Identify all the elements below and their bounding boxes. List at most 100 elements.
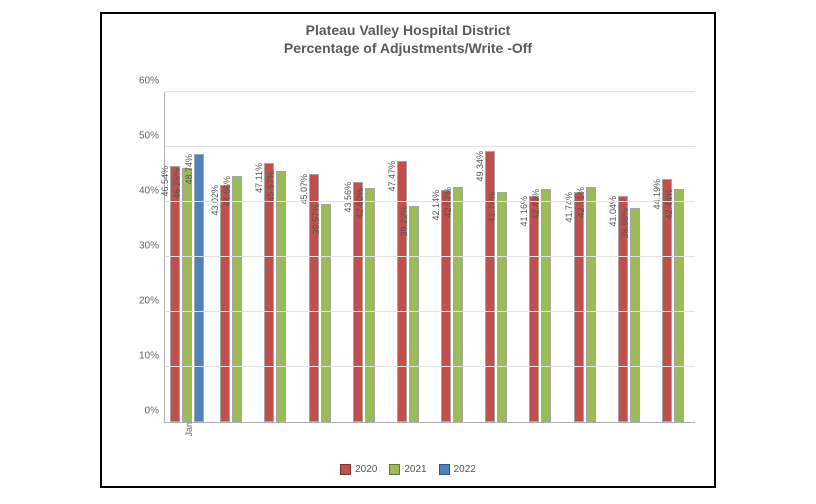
legend-item: 2022 (439, 464, 476, 475)
bar-value-label: 49.34% (475, 151, 485, 182)
bar-value-label: 44.19% (652, 179, 662, 210)
gridline (165, 146, 695, 147)
bar-wrap: 43.56% (353, 92, 363, 422)
legend-item: 2021 (389, 464, 426, 475)
bar-wrap: 47.47% (397, 92, 407, 422)
bar-wrap: 46.54% (170, 92, 180, 422)
bar-group: 44.19%42.44% (651, 92, 695, 422)
bar-wrap: 46.26% (182, 92, 192, 422)
legend-label: 2020 (355, 464, 377, 475)
plot-area: 46.54%46.26%48.74%Jan43.02%44.66%47.11%4… (164, 92, 695, 423)
bar (276, 171, 286, 422)
bar-group: 43.56%42.60% (342, 92, 386, 422)
chart-frame: Plateau Valley Hospital District Percent… (100, 12, 716, 488)
chart-titles: Plateau Valley Hospital District Percent… (102, 22, 714, 57)
y-tick-label: 30% (139, 241, 165, 252)
bar-value-label: 41.74% (564, 192, 574, 223)
bar-value-label: 42.60% (355, 188, 365, 219)
gridline (165, 256, 695, 257)
chart-title-line-2: Percentage of Adjustments/Write -Off (102, 40, 714, 58)
bar-group: 45.07%39.57% (298, 92, 342, 422)
bar-value-label: 47.11% (254, 163, 264, 193)
bar (182, 168, 192, 422)
bar (497, 192, 507, 422)
bar (529, 196, 539, 422)
legend-swatch (439, 464, 450, 475)
bar-wrap: 41.74% (497, 92, 507, 422)
legend-swatch (340, 464, 351, 475)
bar-wrap: 42.71% (586, 92, 596, 422)
bar-group: 42.14%42.67% (430, 92, 474, 422)
bar-wrap: 48.74% (194, 92, 204, 422)
bar-wrap: 47.11% (264, 92, 274, 422)
bar-value-label: 48.74% (184, 154, 194, 185)
gridline (165, 201, 695, 202)
bar-wrap: 42.14% (441, 92, 451, 422)
y-tick-label: 0% (145, 406, 165, 417)
bar (674, 189, 684, 422)
bar-wrap: 49.34% (485, 92, 495, 422)
gridline (165, 366, 695, 367)
y-tick-label: 50% (139, 131, 165, 142)
bar-wrap: 42.67% (453, 92, 463, 422)
bar-wrap: 42.60% (365, 92, 375, 422)
legend-label: 2022 (454, 464, 476, 475)
bar (321, 204, 331, 422)
bar (574, 192, 584, 422)
bar (453, 187, 463, 422)
bar (630, 208, 640, 422)
bar-value-label: 44.66% (222, 176, 232, 207)
bar (194, 154, 204, 422)
bar (170, 166, 180, 422)
bar-group: 41.04%38.98% (607, 92, 651, 422)
bar (541, 189, 551, 422)
bar-value-label: 38.98% (620, 208, 630, 239)
bar-value-label: 45.57% (266, 171, 276, 202)
legend: 2020 2021 2022 (102, 464, 714, 478)
legend-item: 2020 (340, 464, 377, 475)
bar-group: 43.02%44.66% (209, 92, 253, 422)
gridline (165, 311, 695, 312)
bar-groups: 46.54%46.26%48.74%Jan43.02%44.66%47.11%4… (165, 92, 695, 422)
y-tick-label: 60% (139, 76, 165, 87)
chart-title-line-1: Plateau Valley Hospital District (102, 22, 714, 40)
bar (220, 185, 230, 422)
bar-wrap: 41.16% (529, 92, 539, 422)
bar (232, 176, 242, 422)
bar-wrap: 45.57% (276, 92, 286, 422)
bar-wrap: 41.04% (618, 92, 628, 422)
bar-wrap: 45.07% (309, 92, 319, 422)
bar-group: 46.54%46.26%48.74%Jan (165, 92, 209, 422)
bar-wrap: 43.02% (220, 92, 230, 422)
bar (365, 188, 375, 422)
bar (441, 190, 451, 422)
legend-label: 2021 (404, 464, 426, 475)
y-tick-label: 20% (139, 296, 165, 307)
y-tick-label: 10% (139, 351, 165, 362)
bar-group: 47.11%45.57% (253, 92, 297, 422)
bar-value-label: 42.71% (576, 187, 586, 218)
category-label: Jan (180, 422, 194, 437)
bar-value-label: 41.74% (487, 192, 497, 223)
bar-value-label: 43.56% (343, 182, 353, 213)
bar (409, 206, 419, 422)
bar-value-label: 39.22% (399, 206, 409, 237)
bar-value-label: 42.44% (664, 189, 674, 220)
bar-value-label: 47.47% (387, 161, 397, 192)
bar-group: 41.16%42.43% (518, 92, 562, 422)
bar-group: 47.47%39.22% (386, 92, 430, 422)
y-tick-label: 40% (139, 186, 165, 197)
bar-value-label: 42.14% (431, 190, 441, 221)
bar-wrap: 44.66% (232, 92, 242, 422)
bar-group: 41.74%42.71% (563, 92, 607, 422)
bar-value-label: 42.43% (531, 189, 541, 220)
bar-wrap: 39.57% (321, 92, 331, 422)
bar-wrap: 38.98% (630, 92, 640, 422)
bar-wrap: 41.74% (574, 92, 584, 422)
bar-value-label: 42.67% (443, 187, 453, 218)
gridline (165, 91, 695, 92)
legend-swatch (389, 464, 400, 475)
bar-value-label: 46.26% (172, 168, 182, 199)
bar-wrap: 39.22% (409, 92, 419, 422)
bar (586, 187, 596, 422)
